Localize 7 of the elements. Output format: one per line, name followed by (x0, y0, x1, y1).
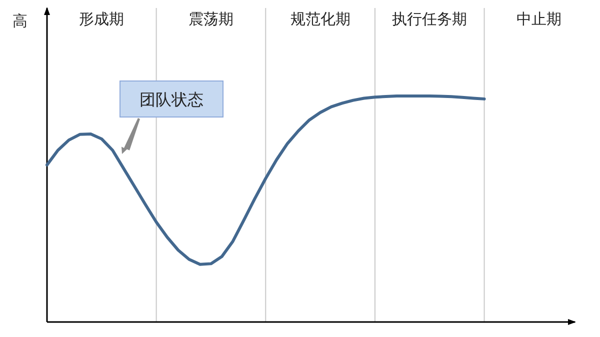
x-tick-label: 执行任务期 (392, 11, 468, 28)
x-tick-label: 中止期 (516, 11, 562, 28)
x-tick-label: 形成期 (79, 11, 124, 28)
x-tick-label: 震荡期 (188, 11, 234, 28)
x-tick-label: 规范化期 (290, 11, 350, 28)
annotation: 团队状态 (140, 91, 204, 109)
y-axis-title: 高 (12, 13, 28, 30)
